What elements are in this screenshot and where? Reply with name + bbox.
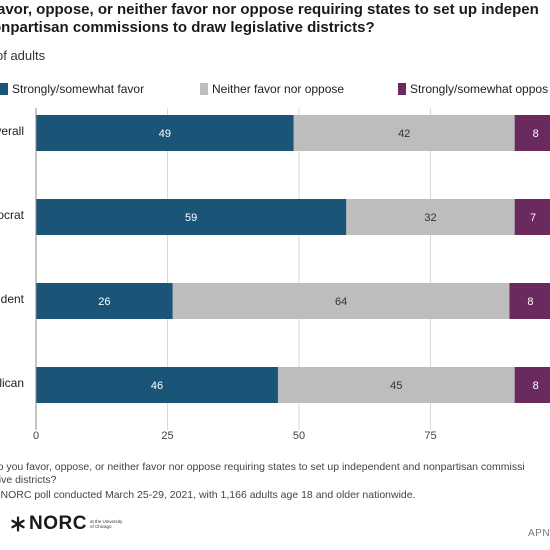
bar-neither-0 <box>293 115 515 151</box>
bar-neither-3 <box>277 367 515 403</box>
data-label-neither-2: 64 <box>335 296 347 308</box>
bar-oppose-3 <box>514 367 550 403</box>
data-label-favor-1: 59 <box>185 212 197 224</box>
data-label-oppose-3: 8 <box>533 380 539 392</box>
bar-neither-1 <box>346 199 515 235</box>
norc-logo: NORC at the University of Chicago <box>10 513 124 535</box>
footnote-question-cont: ative districts? <box>0 474 57 486</box>
category-label-0: verall <box>0 124 24 138</box>
data-label-oppose-1: 7 <box>530 212 536 224</box>
x-tick-label-0: 0 <box>33 430 39 442</box>
legend-item-favor: Strongly/somewhat favor <box>0 82 144 96</box>
data-label-favor-0: 49 <box>159 128 171 140</box>
norc-asterisk-icon <box>11 516 25 532</box>
data-label-oppose-0: 8 <box>533 128 539 140</box>
chart-title-line-2: onpartisan commissions to draw legislati… <box>0 19 375 36</box>
bar-oppose-2 <box>509 283 550 319</box>
x-tick-label-75: 75 <box>424 430 436 442</box>
footnote-question: Do you favor, oppose, or neither favor n… <box>0 461 525 473</box>
logo-subtext: at the University of Chicago <box>89 519 123 529</box>
category-label-1: ocrat <box>0 208 25 222</box>
legend-label-oppose: Strongly/somewhat oppos <box>410 82 549 96</box>
bar-favor-2 <box>36 283 173 319</box>
chart-title: favor, oppose, or neither favor nor oppo… <box>0 1 550 37</box>
data-label-oppose-2: 8 <box>527 296 533 308</box>
footnote-source: P-NORC poll conducted March 25-29, 2021,… <box>0 489 416 501</box>
x-tick-label-50: 50 <box>293 430 305 442</box>
legend-label-neither: Neither favor nor oppose <box>212 82 345 96</box>
bar-oppose-1 <box>514 199 550 235</box>
category-label-3: lican <box>0 376 24 390</box>
brand-label: APN <box>528 528 550 539</box>
legend: Strongly/somewhat favor Neither favor no… <box>0 82 550 100</box>
legend-label-favor: Strongly/somewhat favor <box>12 82 145 96</box>
data-label-neither-0: 42 <box>398 128 410 140</box>
chart-title-line-1: favor, oppose, or neither favor nor oppo… <box>0 1 539 18</box>
category-label-2: ndent <box>0 292 25 306</box>
x-tick-label-25: 25 <box>161 430 173 442</box>
bar-neither-2 <box>172 283 510 319</box>
bar-favor-0 <box>36 115 294 151</box>
data-label-neither-3: 45 <box>390 380 402 392</box>
logo-text: NORC <box>29 513 87 534</box>
data-label-favor-2: 26 <box>98 296 110 308</box>
data-label-neither-1: 32 <box>424 212 436 224</box>
legend-swatch-favor <box>0 83 8 95</box>
bar-oppose-0 <box>514 115 550 151</box>
legend-swatch-oppose <box>398 83 406 95</box>
bar-favor-3 <box>36 367 278 403</box>
stacked-bar-chart: 0 25 50 75 verall 49 42 8 ocrat 59 32 7 ndent 26 64 8 li… <box>0 108 550 442</box>
data-label-favor-3: 46 <box>151 380 163 392</box>
bar-favor-1 <box>36 199 347 235</box>
chart-subtitle: of adults <box>0 48 46 63</box>
legend-swatch-neither <box>200 83 208 95</box>
legend-item-neither: Neither favor nor oppose <box>200 82 344 96</box>
legend-item-oppose: Strongly/somewhat oppos <box>398 82 548 96</box>
